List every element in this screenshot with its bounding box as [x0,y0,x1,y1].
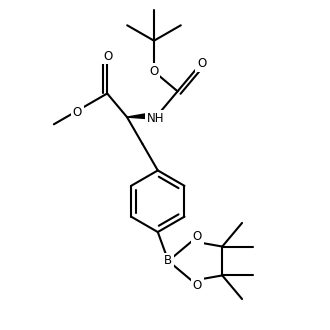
Text: O: O [104,50,113,63]
Text: O: O [193,279,202,292]
Text: O: O [197,57,207,70]
Text: NH: NH [147,112,164,125]
Text: O: O [149,65,159,78]
Polygon shape [127,113,149,119]
Text: O: O [193,230,202,243]
Text: O: O [73,106,82,119]
Text: B: B [164,254,172,268]
